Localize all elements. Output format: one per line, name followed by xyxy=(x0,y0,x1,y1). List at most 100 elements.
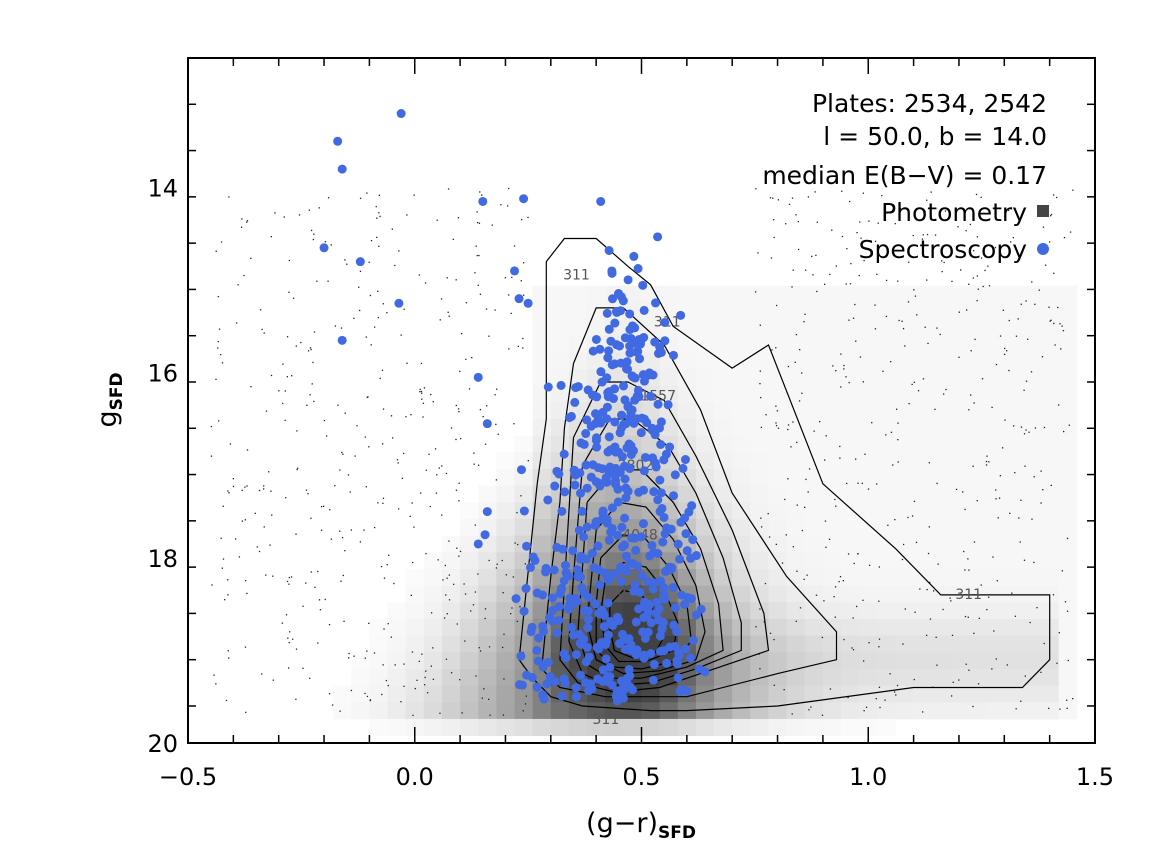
photometry-dot xyxy=(474,272,476,274)
spectroscopy-point xyxy=(656,417,666,427)
density-cell xyxy=(877,568,896,587)
density-cell xyxy=(968,518,987,537)
photometry-dot xyxy=(867,488,870,490)
spectroscopy-point xyxy=(629,586,639,596)
photometry-dot xyxy=(330,538,333,540)
photometry-dot xyxy=(815,594,818,596)
density-cell xyxy=(859,535,878,553)
density-cell xyxy=(405,652,425,670)
density-cell xyxy=(677,319,697,337)
spectroscopy-point xyxy=(555,589,565,599)
photometry-dot xyxy=(244,646,247,648)
photometry-dot xyxy=(843,368,845,370)
density-cell xyxy=(1004,618,1023,637)
photometry-dot xyxy=(934,234,937,236)
photometry-dot xyxy=(353,655,355,657)
spectroscopy-point xyxy=(611,569,621,579)
density-cell xyxy=(913,652,933,670)
spectroscopy-point xyxy=(618,296,628,306)
photometry-dot xyxy=(504,277,507,279)
photometry-dot xyxy=(862,599,864,601)
photometry-dot xyxy=(292,297,295,299)
density-cell xyxy=(895,635,915,653)
density-cell xyxy=(986,452,1005,470)
density-cell xyxy=(1040,702,1060,720)
photometry-dot xyxy=(341,451,343,454)
photometry-dot xyxy=(381,369,384,371)
photometry-dot xyxy=(310,571,312,573)
photometry-dot xyxy=(311,383,313,385)
density-cell xyxy=(714,568,733,587)
photometry-dot xyxy=(508,294,510,296)
photometry-dot xyxy=(835,265,837,267)
density-cell xyxy=(968,552,987,570)
density-cell xyxy=(804,618,824,637)
photometry-dot xyxy=(447,311,449,313)
photometry-dot xyxy=(994,246,997,249)
photometry-dot xyxy=(897,280,899,282)
photometry-dot xyxy=(391,437,394,439)
density-cell xyxy=(714,602,733,620)
spectroscopy-point xyxy=(593,674,603,684)
density-cell xyxy=(913,502,933,520)
density-cell xyxy=(478,652,497,670)
photometry-dot xyxy=(411,502,413,504)
photometry-dot xyxy=(424,676,426,679)
photometry-dot xyxy=(221,362,224,364)
legend-marker-photometry xyxy=(1037,205,1049,217)
spectroscopy-point xyxy=(610,318,620,328)
spectroscopy-point xyxy=(576,639,586,649)
photometry-dot xyxy=(386,564,388,566)
density-cell xyxy=(677,402,697,420)
density-cell xyxy=(931,319,951,337)
density-cell xyxy=(913,602,933,620)
spectroscopy-point xyxy=(617,522,627,532)
photometry-dot xyxy=(522,710,524,712)
density-cell xyxy=(768,552,788,570)
density-cell xyxy=(822,419,842,437)
photometry-dot xyxy=(261,328,263,331)
density-cell xyxy=(804,419,824,437)
photometry-dot xyxy=(907,516,909,519)
density-cell xyxy=(714,285,733,303)
photometry-dot xyxy=(921,238,924,240)
density-cell xyxy=(822,685,842,703)
photometry-dot xyxy=(759,608,761,610)
density-cell xyxy=(822,402,842,420)
photometry-dot xyxy=(1014,615,1017,617)
spectroscopy-point xyxy=(604,346,614,356)
photometry-dot xyxy=(965,663,967,665)
photometry-dot xyxy=(1033,476,1035,478)
photometry-dot xyxy=(1009,251,1011,253)
density-cell xyxy=(1058,685,1078,703)
density-cell xyxy=(877,535,896,553)
density-cell xyxy=(895,585,915,603)
density-cell xyxy=(968,685,987,703)
spectroscopy-point xyxy=(480,530,490,540)
photometry-dot xyxy=(241,520,244,522)
density-cell xyxy=(877,585,896,603)
photometry-dot xyxy=(282,402,284,405)
photometry-dot xyxy=(988,596,990,598)
photometry-dot xyxy=(1034,303,1036,305)
density-cell xyxy=(1058,485,1078,503)
density-cell xyxy=(859,452,878,470)
spectroscopy-point xyxy=(511,594,521,604)
spectroscopy-point xyxy=(561,568,571,578)
density-cell xyxy=(1058,518,1078,537)
photometry-dot xyxy=(889,673,891,675)
spectroscopy-point xyxy=(610,417,620,427)
density-cell xyxy=(841,285,860,303)
density-cell xyxy=(460,568,479,587)
density-cell xyxy=(1022,585,1042,603)
density-cell xyxy=(895,469,915,487)
photometry-dot xyxy=(495,423,497,426)
density-cell xyxy=(877,319,896,337)
density-cell xyxy=(568,718,588,737)
photometry-dot xyxy=(773,219,775,221)
photometry-dot xyxy=(770,257,773,259)
density-cell xyxy=(351,702,370,720)
spectroscopy-point xyxy=(534,633,544,643)
density-cell xyxy=(1022,568,1042,587)
photometry-dot xyxy=(217,347,219,349)
